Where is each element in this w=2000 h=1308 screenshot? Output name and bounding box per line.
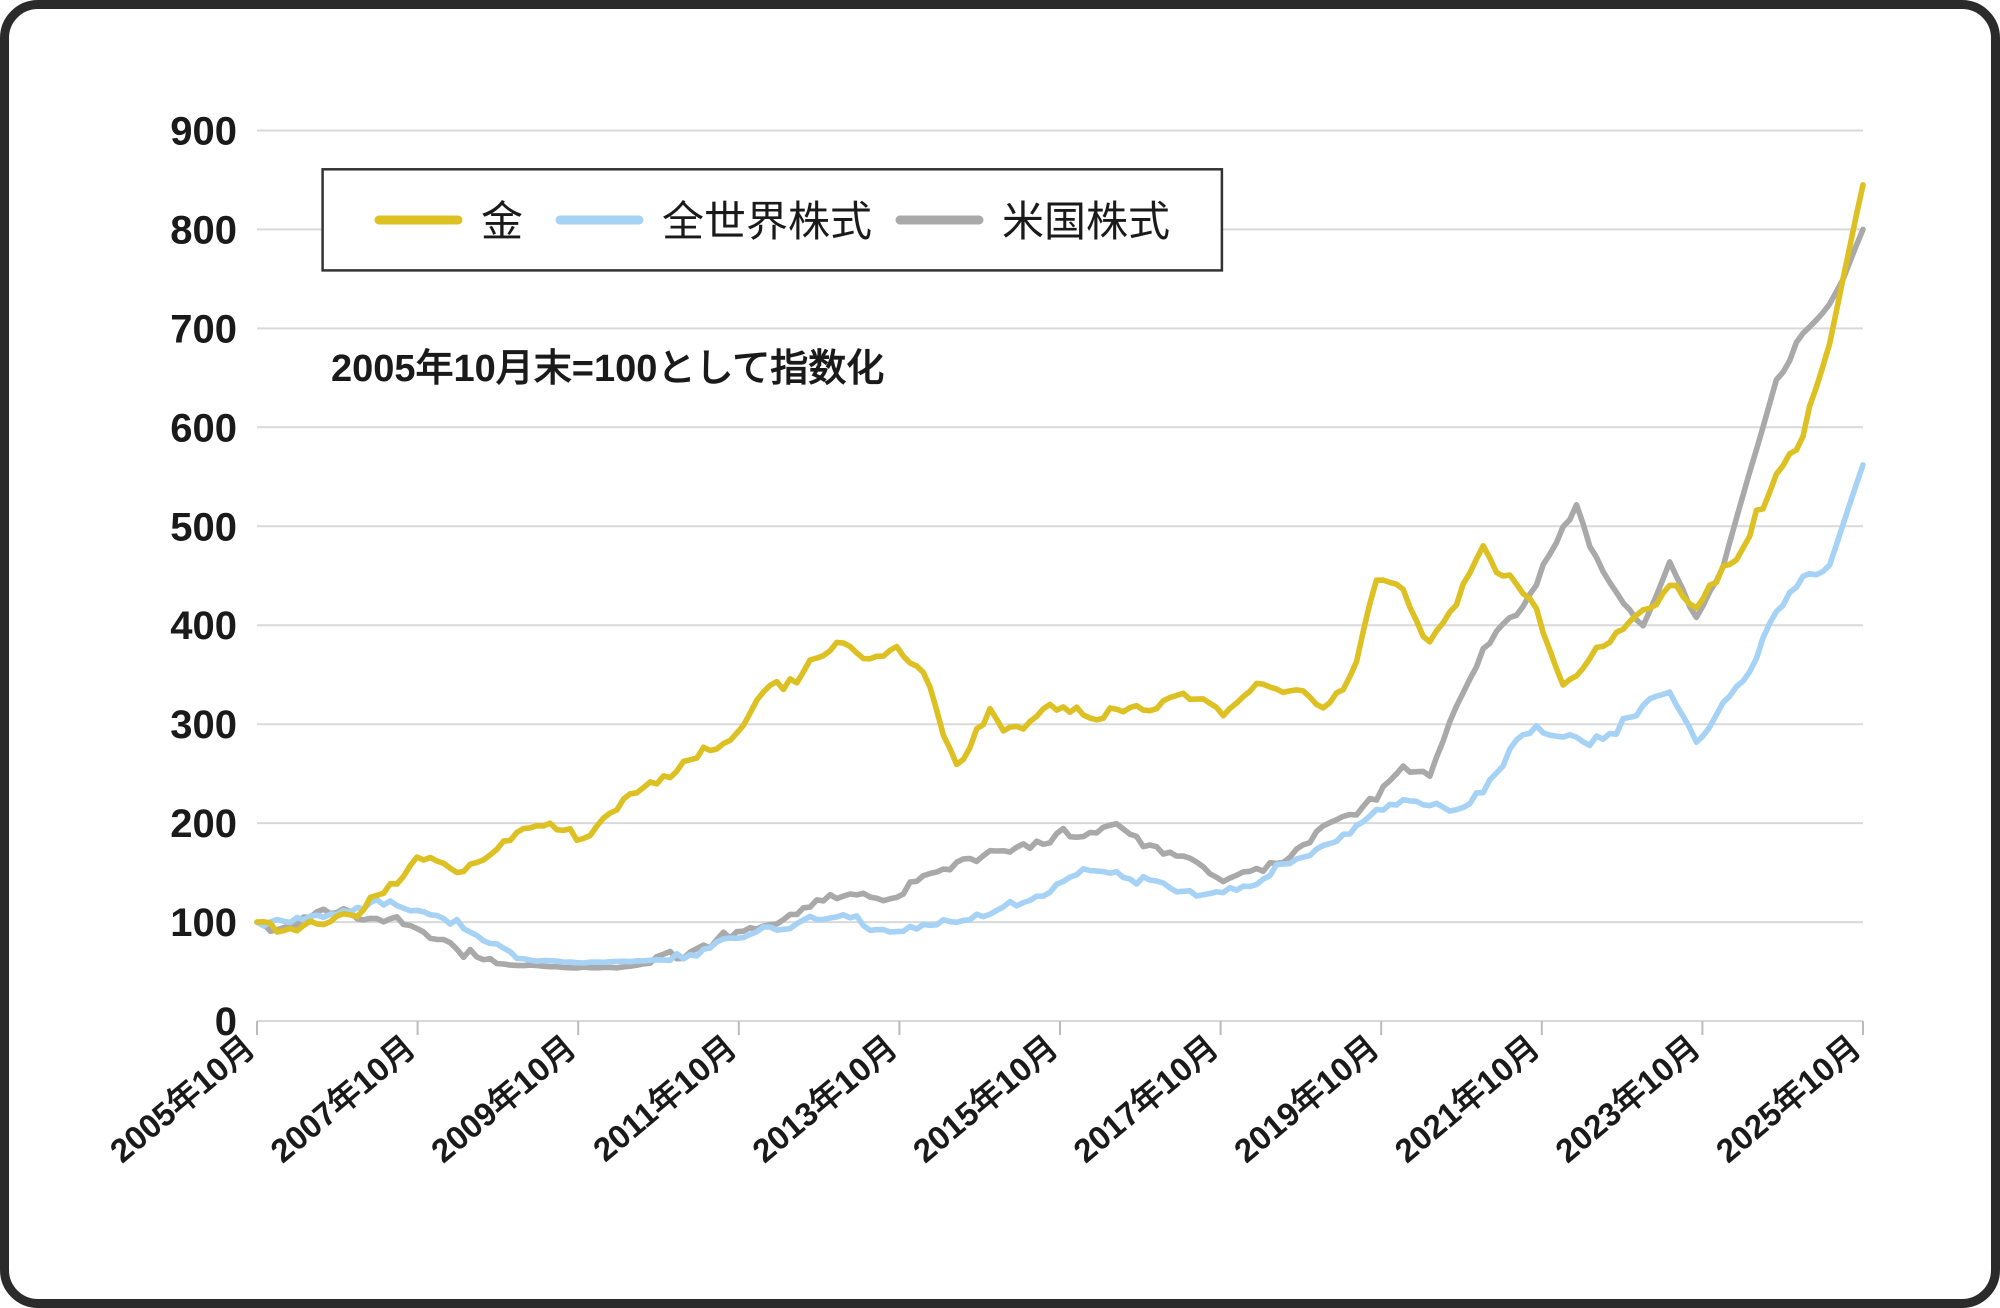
svg-text:2009年10月: 2009年10月: [424, 1028, 583, 1170]
svg-text:2025年10月: 2025年10月: [1709, 1028, 1868, 1170]
svg-text:2013年10月: 2013年10月: [745, 1028, 904, 1170]
svg-text:100: 100: [170, 901, 237, 945]
svg-text:500: 500: [170, 505, 237, 549]
svg-text:2015年10月: 2015年10月: [906, 1028, 1065, 1170]
svg-text:900: 900: [170, 110, 237, 154]
svg-text:2023年10月: 2023年10月: [1548, 1028, 1707, 1170]
svg-text:800: 800: [170, 208, 237, 252]
svg-text:2021年10月: 2021年10月: [1388, 1028, 1547, 1170]
svg-text:全世界株式: 全世界株式: [662, 198, 872, 245]
svg-text:200: 200: [170, 802, 237, 846]
svg-text:400: 400: [170, 604, 237, 648]
svg-text:2005年10月: 2005年10月: [103, 1028, 262, 1170]
svg-text:金: 金: [481, 198, 523, 245]
svg-text:2019年10月: 2019年10月: [1227, 1028, 1386, 1170]
svg-text:米国株式: 米国株式: [1002, 198, 1170, 245]
svg-text:2005年10月末=100として指数化: 2005年10月末=100として指数化: [331, 348, 884, 390]
svg-text:700: 700: [170, 307, 237, 351]
svg-text:2017年10月: 2017年10月: [1066, 1028, 1225, 1170]
svg-text:300: 300: [170, 703, 237, 747]
svg-text:2011年10月: 2011年10月: [586, 1028, 743, 1168]
svg-text:2007年10月: 2007年10月: [263, 1028, 422, 1170]
svg-text:600: 600: [170, 406, 237, 450]
